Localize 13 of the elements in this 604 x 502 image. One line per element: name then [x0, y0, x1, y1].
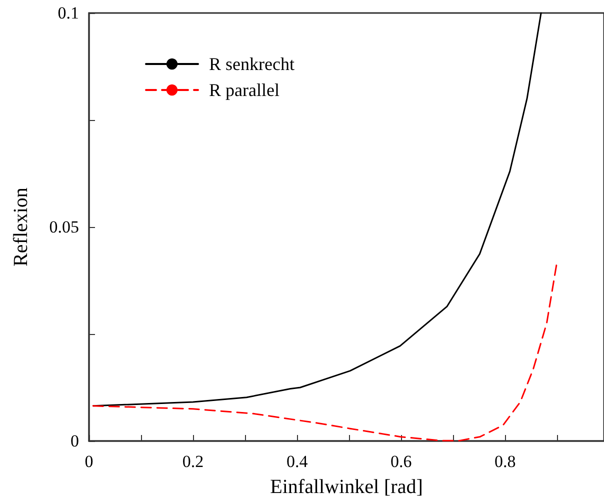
x-tick-label: 0.2 — [182, 452, 204, 471]
y-axis-title: Reflexion — [10, 188, 32, 266]
y-tick-label: 0.05 — [49, 218, 79, 236]
line-series — [92, 263, 558, 442]
legend-label: R senkrecht — [209, 54, 294, 74]
x-tick-label: 0.4 — [286, 452, 308, 471]
legend-label: R parallel — [209, 80, 280, 100]
x-axis-title: Einfallwinkel [rad] — [270, 476, 423, 498]
x-tick-label: 0.6 — [390, 452, 412, 471]
x-tick-label: 0.8 — [494, 452, 516, 471]
y-tick-label: 0.1 — [58, 4, 79, 22]
x-tick-label: 0 — [84, 452, 94, 471]
y-tick-label: 0 — [70, 432, 79, 450]
